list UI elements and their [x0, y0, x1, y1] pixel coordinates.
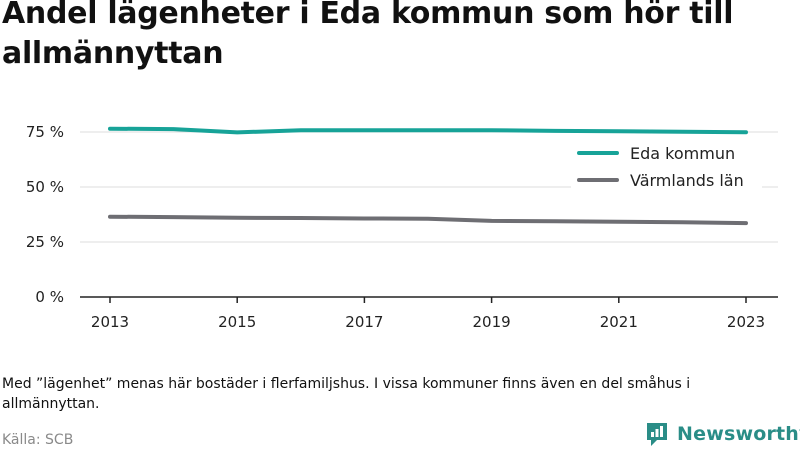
y-tick-label: 0 % [35, 288, 64, 306]
legend: Eda kommun Värmlands län [571, 136, 762, 200]
chart-note: Med ”lägenhet” menas här bostäder i fler… [2, 376, 691, 412]
brand-name: Newsworthy [677, 423, 800, 445]
x-tick-label: 2013 [91, 313, 129, 331]
x-tick-label: 2021 [600, 313, 638, 331]
brand-logo[interactable]: Newsworthy [645, 421, 800, 447]
x-tick-label: 2015 [218, 313, 256, 331]
y-tick-label: 50 % [26, 178, 64, 196]
y-tick-label: 25 % [26, 233, 64, 251]
x-tick-label: 2019 [473, 313, 511, 331]
y-tick-label: 75 % [26, 123, 64, 141]
x-axis-ticks: 2013 2015 2017 2019 2021 2023 [91, 297, 765, 331]
legend-background [571, 136, 762, 200]
x-tick-label: 2023 [727, 313, 765, 331]
series-line [108, 126, 748, 135]
x-tick-label: 2017 [345, 313, 383, 331]
y-axis-ticks: 0 % 25 % 50 % 75 % [26, 123, 64, 306]
source-credit: Källa: SCB [2, 432, 74, 448]
series-line [108, 214, 748, 226]
legend-label: Eda kommun [630, 144, 735, 163]
newsworthy-logo-icon [647, 423, 667, 446]
line-chart: 0 % 25 % 50 % 75 % 2013 2015 2017 2019 2021 2023… [26, 123, 778, 331]
legend-label: Värmlands län [630, 171, 744, 190]
series-lines [108, 126, 748, 226]
chart-title: Andel lägenheter i Eda kommun som hör ti… [2, 0, 734, 71]
